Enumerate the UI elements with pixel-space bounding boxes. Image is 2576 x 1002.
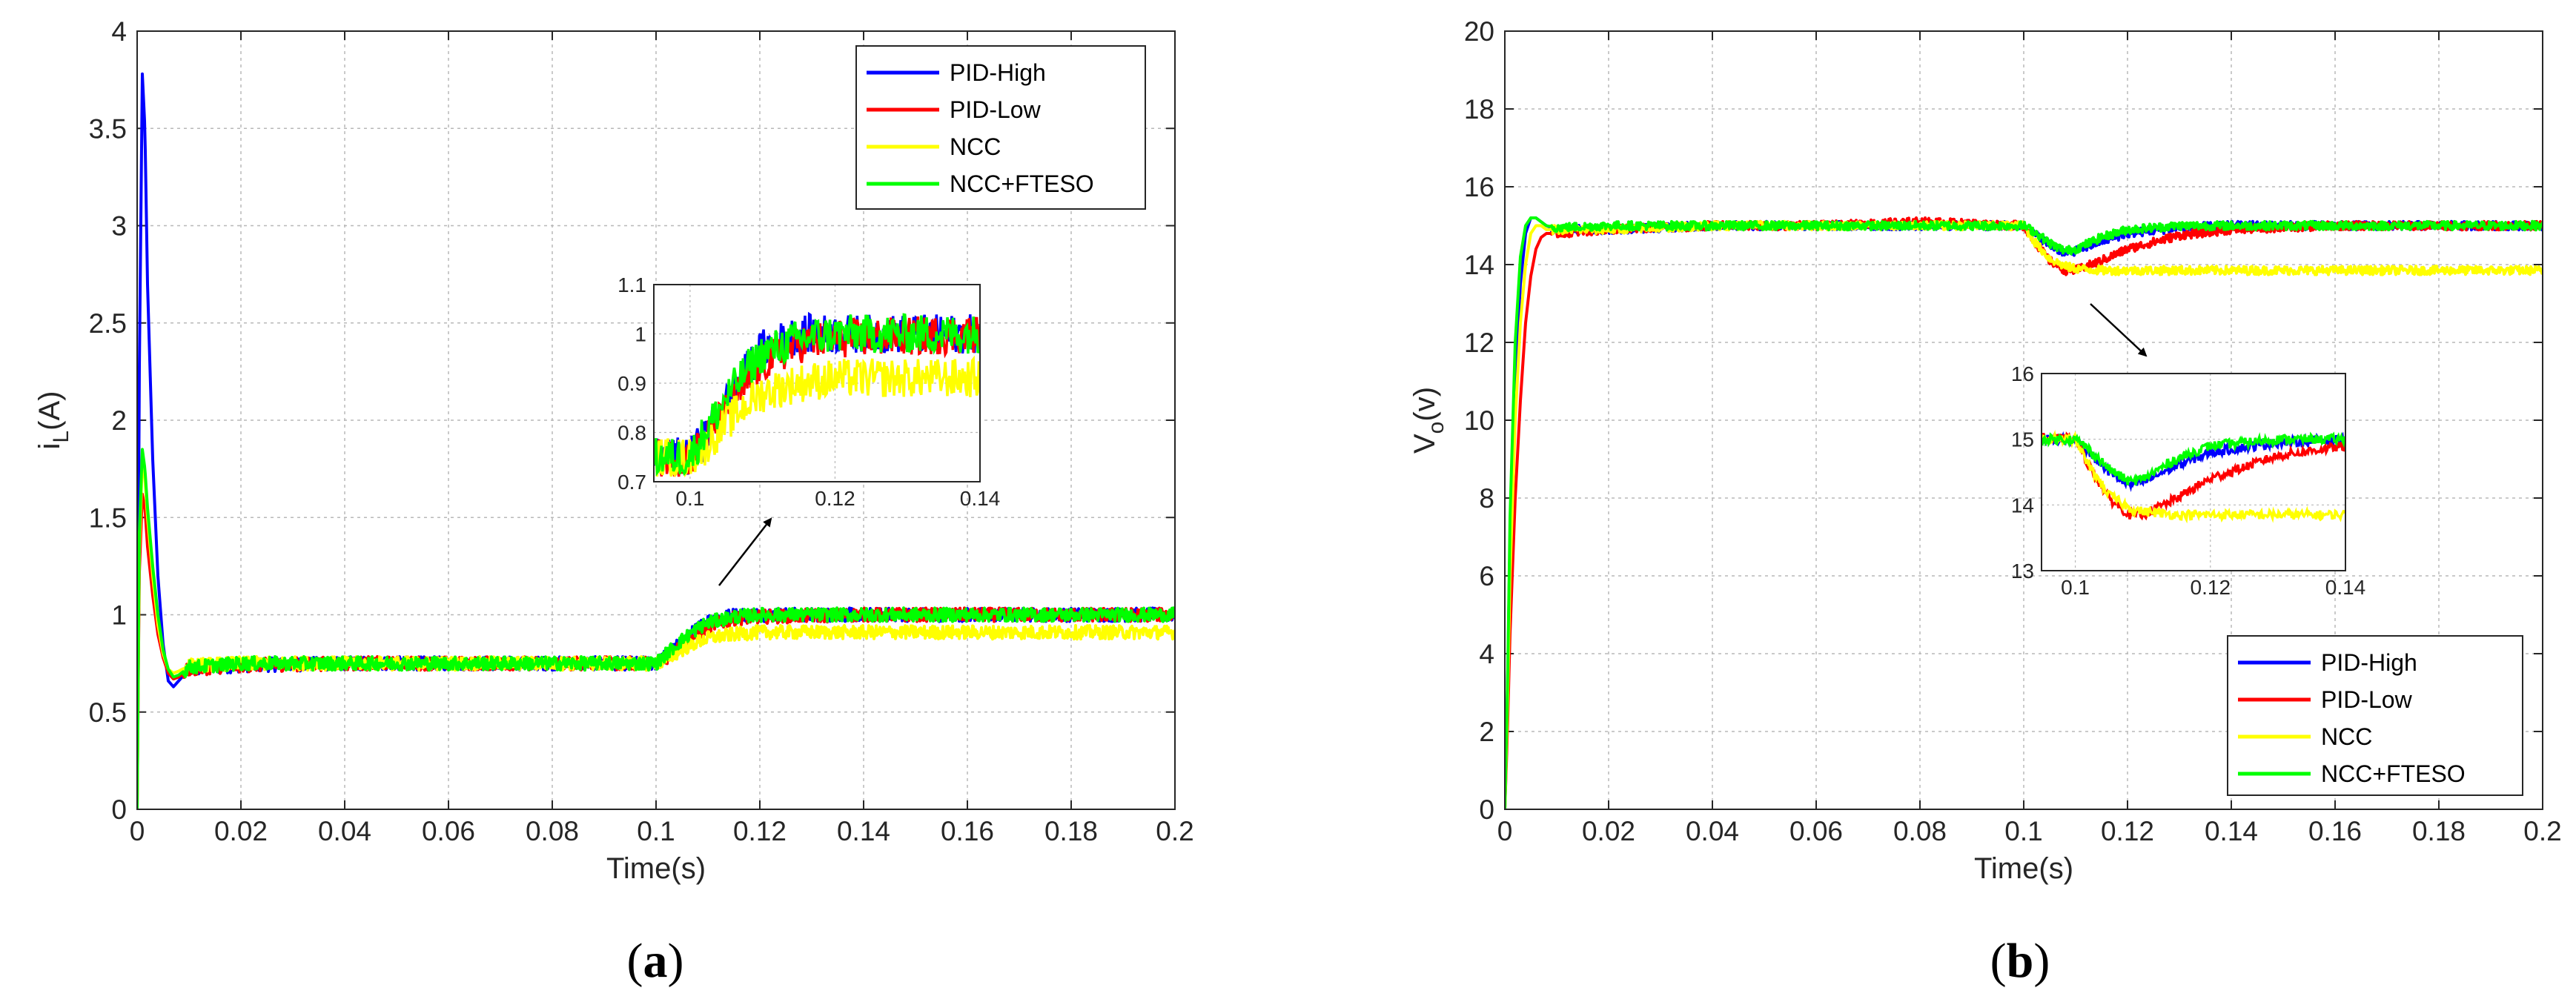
y-tick-label: 3 xyxy=(111,211,127,242)
y-tick-label: 3.5 xyxy=(89,113,127,144)
caption-close: ) xyxy=(668,934,684,988)
y-tick-label: 2 xyxy=(111,405,127,436)
y-tick-label: 0.5 xyxy=(89,697,127,728)
inset-x-tick-label: 0.1 xyxy=(675,487,704,510)
panel-caption: (b) xyxy=(1990,934,2050,988)
inset-x-tick-label: 0.1 xyxy=(2061,576,2090,599)
inset-x-tick-label: 0.12 xyxy=(2191,576,2231,599)
y-axis-label-sub: o xyxy=(1424,422,1448,434)
inset-y-tick-label: 0.7 xyxy=(617,471,646,494)
y-axis-label-unit: (A) xyxy=(33,391,66,431)
x-tick-label: 0.08 xyxy=(526,816,579,846)
y-tick-label: 8 xyxy=(1479,483,1494,514)
legend-label: PID-High xyxy=(950,59,1046,86)
x-tick-label: 0.12 xyxy=(2101,816,2154,846)
x-tick-label: 0 xyxy=(1497,816,1513,846)
x-tick-label: 0.06 xyxy=(422,816,475,846)
x-axis-label: Time(s) xyxy=(1974,852,2073,885)
y-tick-label: 2.5 xyxy=(89,308,127,339)
inset-series-line-ncc xyxy=(654,355,980,478)
y-tick-label: 14 xyxy=(1464,250,1494,280)
y-axis-label-main: V xyxy=(1408,434,1441,454)
chart-panel-a: 0 0.02 0.04 0.06 0.08 0.1 0.12 0.14 0.16 0.18 0.20… xyxy=(33,16,1194,988)
inset-area xyxy=(2042,374,2345,571)
legend-label: PID-Low xyxy=(2321,686,2413,713)
x-tick-label: 0.06 xyxy=(1789,816,1843,846)
zoom-arrow xyxy=(718,517,772,586)
inset-box xyxy=(2041,373,2346,571)
inset-y-tick-label: 15 xyxy=(2011,428,2034,451)
y-tick-label: 1.5 xyxy=(89,502,127,533)
inset-series-line-ncc-fteso xyxy=(654,313,980,477)
y-tick-label: 18 xyxy=(1464,94,1494,125)
inset-box xyxy=(653,284,981,482)
inset-y-tick-label: 1 xyxy=(635,323,646,346)
x-tick-label: 0.12 xyxy=(733,816,787,846)
y-tick-label: 4 xyxy=(1479,639,1494,669)
y-axis-label-main: i xyxy=(33,443,66,450)
x-tick-label: 0.1 xyxy=(637,816,675,846)
x-tick-label: 0.2 xyxy=(1156,816,1193,846)
chart-panel-b: 0 0.02 0.04 0.06 0.08 0.1 0.12 0.14 0.16 0.18 0.20… xyxy=(1408,16,2562,988)
y-tick-label: 2 xyxy=(1479,717,1494,747)
y-tick-label: 0 xyxy=(1479,794,1494,825)
y-axis-label-sub: L xyxy=(49,431,73,443)
x-tick-label: 0.18 xyxy=(1044,816,1098,846)
caption-open: ( xyxy=(1990,934,2007,988)
y-axis-label: iL(A) xyxy=(33,391,73,450)
inset-x-tick-label: 0.12 xyxy=(815,487,855,510)
x-tick-label: 0.18 xyxy=(2412,816,2466,846)
x-tick-label: 0.14 xyxy=(2205,816,2258,846)
x-tick-label: 0.16 xyxy=(941,816,994,846)
caption-letter: a xyxy=(643,934,668,988)
y-tick-label: 4 xyxy=(111,16,127,47)
y-tick-label: 10 xyxy=(1464,405,1494,436)
legend-label: NCC+FTESO xyxy=(950,170,1094,197)
y-tick-label: 0 xyxy=(111,794,127,825)
inset-x-tick-label: 0.14 xyxy=(960,487,1001,510)
legend-label: NCC xyxy=(950,133,1001,160)
inset-y-tick-label: 0.8 xyxy=(617,422,646,445)
axes-box xyxy=(1504,30,2543,810)
panel-caption: (a) xyxy=(627,934,684,988)
legend-label: PID-Low xyxy=(950,96,1042,123)
x-tick-label: 0 xyxy=(130,816,145,846)
zoom-arrow xyxy=(2090,303,2148,357)
inset-y-tick-label: 1.1 xyxy=(617,273,646,296)
inset-y-tick-label: 0.9 xyxy=(617,372,646,395)
series-line-ncc-fteso xyxy=(1505,216,2543,809)
x-tick-label: 0.14 xyxy=(837,816,890,846)
x-tick-label: 0.1 xyxy=(2004,816,2042,846)
y-tick-label: 1 xyxy=(111,600,127,631)
x-tick-label: 0.2 xyxy=(2523,816,2561,846)
caption-letter: b xyxy=(2007,934,2034,988)
y-axis-label-unit: (v) xyxy=(1408,387,1441,422)
axes-box xyxy=(136,30,1176,810)
legend-label: NCC+FTESO xyxy=(2321,760,2466,787)
x-tick-label: 0.08 xyxy=(1893,816,1947,846)
inset-y-tick-label: 14 xyxy=(2011,494,2034,517)
legend-label: NCC xyxy=(2321,723,2372,750)
y-tick-label: 6 xyxy=(1479,561,1494,591)
x-tick-label: 0.02 xyxy=(214,816,268,846)
x-axis-label: Time(s) xyxy=(606,852,706,885)
y-tick-label: 12 xyxy=(1464,328,1494,358)
inset-series-line-ncc xyxy=(2042,429,2345,524)
inset-y-tick-label: 13 xyxy=(2011,560,2034,583)
caption-open: ( xyxy=(627,934,643,988)
y-tick-label: 20 xyxy=(1464,16,1494,47)
y-axis-label: Vo(v) xyxy=(1408,387,1448,454)
x-tick-label: 0.04 xyxy=(318,816,371,846)
inset-y-tick-label: 16 xyxy=(2011,362,2034,385)
y-tick-label: 16 xyxy=(1464,172,1494,202)
x-tick-label: 0.04 xyxy=(1686,816,1739,846)
inset-x-tick-label: 0.14 xyxy=(2325,576,2366,599)
caption-close: ) xyxy=(2033,934,2050,988)
x-tick-label: 0.02 xyxy=(1582,816,1635,846)
x-tick-label: 0.16 xyxy=(2308,816,2362,846)
legend-label: PID-High xyxy=(2321,649,2417,676)
series-line-ncc-fteso xyxy=(137,448,1175,809)
inset-series-line-ncc-fteso xyxy=(2042,431,2345,485)
